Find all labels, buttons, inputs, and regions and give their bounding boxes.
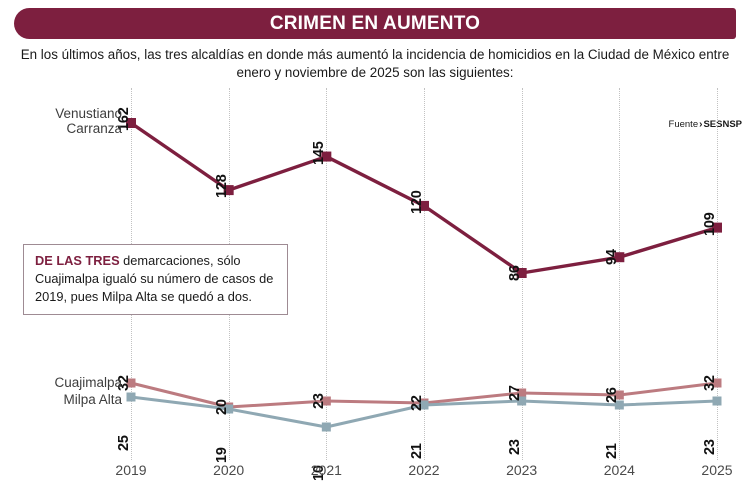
value-label-cuajimalpa-2024: 26 [604, 387, 621, 403]
callout-text: demarcaciones, sólo Cuajimalpa igualó su… [35, 253, 274, 305]
series-label-milpa-alta: Milpa Alta [63, 392, 122, 407]
series-label-venustiano-carranza: Venustiano Carranza [55, 106, 122, 137]
data-point-milpa-alta-2022[interactable] [419, 400, 429, 410]
source-separator-icon: › [699, 119, 703, 130]
value-label-venustiano-carranza-2023: 86 [506, 265, 523, 281]
x-axis-label-2020: 2020 [213, 462, 245, 478]
value-label-venustiano-carranza-2021: 145 [311, 140, 328, 165]
x-axis-label-2025: 2025 [701, 462, 733, 478]
value-label-milpa-alta-2022: 21 [409, 443, 425, 459]
series-label-cuajimalpa: Cuajimalpa [54, 375, 122, 390]
data-point-venustiano-carranza-2019[interactable] [126, 118, 136, 128]
value-label-milpa-alta-2019: 25 [116, 435, 132, 451]
value-label-milpa-alta-2025: 23 [702, 439, 718, 455]
page-title: CRIMEN EN AUMENTO [269, 13, 481, 34]
subtitle: En los últimos años, las tres alcaldías … [20, 47, 730, 81]
x-axis-label-2021: 2021 [310, 462, 342, 478]
value-label-cuajimalpa-2022: 22 [409, 395, 425, 411]
data-point-milpa-alta-2019[interactable] [126, 392, 136, 402]
data-point-venustiano-carranza-2024[interactable] [614, 252, 625, 263]
data-point-cuajimalpa-2024[interactable] [614, 390, 624, 400]
value-label-milpa-alta-2024: 21 [604, 443, 621, 459]
data-point-milpa-alta-2021[interactable] [321, 422, 331, 432]
gridline-2022 [424, 88, 425, 460]
data-point-cuajimalpa-2019[interactable] [126, 378, 136, 388]
data-point-cuajimalpa-2023[interactable] [517, 388, 527, 398]
x-axis-label-2023: 2023 [506, 462, 538, 478]
callout-box: DE LAS TRES demarcaciones, sólo Cuajimal… [23, 244, 288, 316]
data-point-milpa-alta-2023[interactable] [517, 396, 527, 406]
data-point-milpa-alta-2024[interactable] [614, 400, 624, 410]
value-label-cuajimalpa-2021: 23 [311, 393, 328, 409]
gridline-2024 [619, 88, 621, 460]
value-label-cuajimalpa-2020: 20 [213, 399, 230, 415]
value-label-venustiano-carranza-2024: 94 [604, 249, 621, 266]
source-credit: Fuente › SESNSP [669, 119, 742, 130]
value-label-cuajimalpa-2023: 27 [506, 385, 523, 401]
gridline-2025 [717, 88, 718, 460]
data-point-venustiano-carranza-2020[interactable] [223, 185, 234, 196]
x-axis-label-2019: 2019 [115, 462, 147, 478]
title-banner: CRIMEN EN AUMENTO [14, 8, 736, 39]
gridline-2021 [326, 88, 328, 460]
data-point-milpa-alta-2020[interactable] [224, 404, 234, 414]
value-label-milpa-alta-2023: 23 [506, 439, 523, 455]
data-point-venustiano-carranza-2023[interactable] [516, 268, 527, 278]
value-label-venustiano-carranza-2025: 109 [702, 212, 718, 236]
data-point-venustiano-carranza-2022[interactable] [419, 200, 429, 211]
data-point-milpa-alta-2025[interactable] [712, 396, 722, 406]
value-label-venustiano-carranza-2022: 120 [409, 190, 425, 214]
x-axis-label-2022: 2022 [408, 462, 440, 478]
callout-lead: DE LAS TRES [35, 253, 120, 268]
source-label: Fuente [668, 119, 699, 130]
x-axis-label-2024: 2024 [603, 462, 635, 478]
source-name: SESNSP [703, 119, 742, 130]
data-point-venustiano-carranza-2021[interactable] [321, 151, 332, 162]
chart-series-layer [126, 118, 722, 432]
data-point-venustiano-carranza-2025[interactable] [712, 222, 722, 233]
value-label-milpa-alta-2020: 19 [213, 447, 230, 463]
value-label-cuajimalpa-2025: 32 [702, 375, 718, 391]
value-label-venustiano-carranza-2020: 128 [213, 174, 230, 199]
data-point-cuajimalpa-2021[interactable] [321, 396, 331, 406]
data-point-cuajimalpa-2025[interactable] [712, 378, 722, 388]
